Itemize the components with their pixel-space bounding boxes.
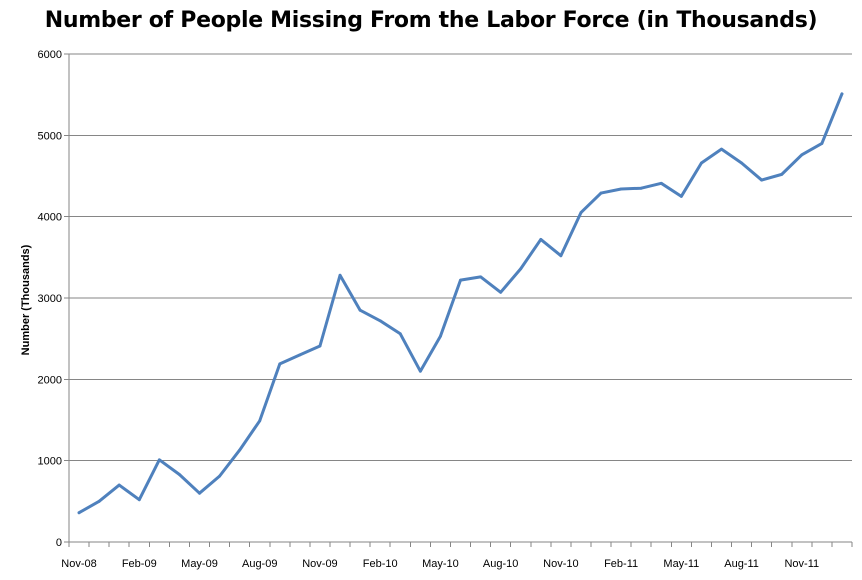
data-point (117, 483, 121, 487)
axes (64, 53, 853, 547)
gridlines (69, 53, 852, 462)
y-tick-label: 3000 (38, 293, 62, 305)
data-point (499, 290, 503, 294)
data-point (479, 275, 482, 279)
x-tick-labels: Nov-08 Feb-09 May-09 Aug-09 Nov-09 Feb-10 May-… (61, 558, 819, 570)
series-line (77, 92, 844, 515)
x-tick-label: May-09 (181, 558, 218, 570)
y-tick-label: 0 (56, 537, 62, 549)
data-point (178, 473, 181, 476)
data-point (519, 267, 523, 271)
data-point (238, 448, 242, 452)
y-tick-labels: 0 1000 2000 3000 4000 5000 6000 (38, 49, 62, 549)
data-point (579, 211, 583, 215)
data-point (659, 181, 663, 185)
x-tick-label: Feb-11 (604, 558, 638, 570)
data-point (218, 474, 221, 478)
chart-title: Number of People Missing From the Labor … (44, 8, 818, 33)
data-point (358, 308, 362, 312)
x-tick-label: Aug-09 (242, 558, 277, 570)
data-point (198, 491, 201, 495)
data-point (619, 187, 623, 191)
x-tick-label: Nov-09 (302, 558, 337, 570)
data-point (539, 238, 543, 241)
x-tick-label: Aug-10 (483, 558, 518, 570)
x-tick-label: Feb-09 (122, 558, 157, 570)
y-tick-label: 4000 (38, 212, 62, 224)
data-point (258, 419, 262, 423)
data-point (599, 191, 603, 195)
x-tick-label: Nov-10 (543, 558, 578, 570)
series-group (77, 92, 844, 515)
data-point (278, 362, 282, 366)
data-point (439, 334, 442, 338)
data-point (740, 161, 743, 165)
data-point (820, 142, 824, 145)
data-point (378, 319, 382, 323)
data-point (97, 499, 101, 503)
x-tick-label: Nov-08 (61, 558, 96, 570)
data-point (77, 511, 81, 515)
data-point (559, 254, 563, 258)
data-point (840, 92, 844, 96)
data-point (700, 161, 703, 165)
x-tick-label: Feb-10 (363, 558, 398, 570)
data-point (418, 369, 422, 373)
x-tick-label: May-10 (422, 558, 459, 570)
y-tick-label: 5000 (38, 130, 62, 142)
data-point (338, 273, 342, 277)
data-point (760, 178, 764, 182)
data-point (679, 194, 683, 198)
x-tick-label: May-11 (663, 558, 699, 570)
data-point (720, 147, 723, 151)
y-tick-label: 2000 (38, 374, 62, 386)
y-tick-label: 1000 (38, 456, 62, 468)
x-tick-label: Aug-11 (724, 558, 759, 570)
x-tick-label: Nov-11 (784, 558, 819, 570)
data-point (318, 344, 322, 348)
data-point (398, 332, 402, 336)
data-point (157, 458, 161, 462)
data-point (800, 153, 804, 157)
data-point (459, 278, 462, 282)
data-point (137, 498, 141, 502)
y-tick-label: 6000 (38, 49, 62, 61)
data-point (780, 172, 784, 176)
data-point (298, 353, 302, 357)
data-point (639, 186, 643, 190)
